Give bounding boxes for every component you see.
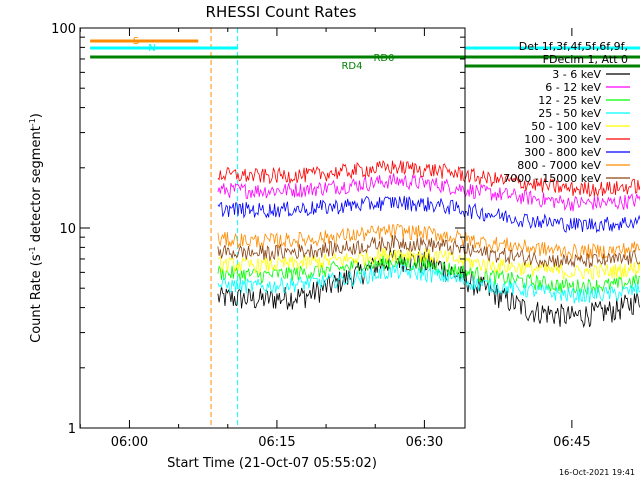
legend-entry: 100 - 300 keV (524, 133, 601, 146)
chart-title: RHESSI Count Rates (206, 3, 357, 21)
series-line (217, 234, 640, 269)
flag-label: S (133, 36, 139, 47)
series-line (217, 195, 640, 234)
y-axis: 1 10 100 (51, 22, 465, 437)
legend-entry: 25 - 50 keV (538, 107, 601, 120)
legend: Det 1f,3f,4f,5f,6f,9f,FDecim 1, Att 0 3 -… (503, 40, 630, 185)
y-tick-label: 1 (68, 422, 76, 437)
series-line (217, 223, 640, 261)
legend-entry: 6 - 12 keV (545, 81, 601, 94)
footer-timestamp: 16-Oct-2021 19:41 (559, 468, 635, 477)
series-line (217, 255, 640, 296)
legend-entry: 50 - 100 keV (531, 120, 601, 133)
series-line (217, 173, 640, 212)
y-tick-label: 100 (51, 22, 76, 37)
flag-label: N (148, 43, 155, 54)
y-tick-label: 10 (59, 222, 76, 237)
series-line (217, 160, 640, 197)
x-tick-label: 06:00 (111, 435, 148, 450)
legend-header: FDecim 1, Att 0 (543, 53, 628, 66)
series-line (217, 249, 640, 329)
legend-entry: 300 - 800 keV (524, 146, 601, 159)
flag-label: RD0 (373, 53, 394, 64)
plot-area: SN RD0 RD4 (90, 28, 640, 428)
flag-label: RD4 (341, 61, 362, 72)
x-tick-label: 06:30 (406, 435, 443, 450)
y-axis-label: Count Rate (s-1 detector segment-1) (28, 113, 44, 343)
x-axis-label: Start Time (21-Oct-07 05:55:02) (167, 456, 377, 471)
legend-entry: 12 - 25 keV (538, 94, 601, 107)
x-tick-label: 06:15 (258, 435, 295, 450)
series-line (217, 247, 640, 281)
legend-header: Det 1f,3f,4f,5f,6f,9f, (519, 40, 628, 53)
legend-entry: 7000 - 15000 keV (503, 172, 601, 185)
x-tick-label: 06:45 (553, 435, 590, 450)
legend-entry: 800 - 7000 keV (517, 159, 601, 172)
series-line (217, 263, 640, 304)
legend-entry: 3 - 6 keV (552, 68, 601, 81)
